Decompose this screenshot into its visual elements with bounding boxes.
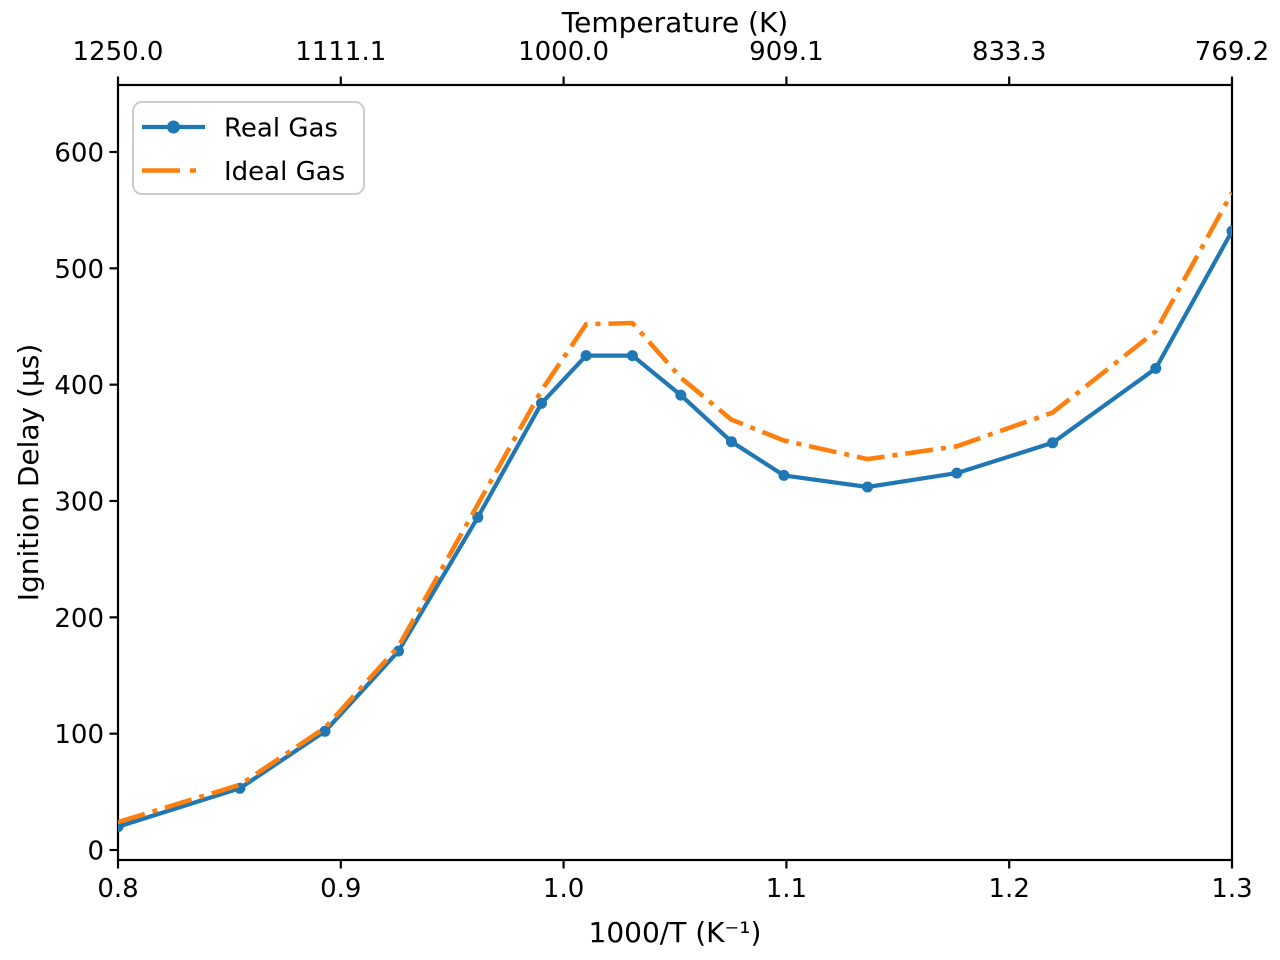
top-tick-label: 909.1 xyxy=(749,37,823,67)
y-tick-label: 200 xyxy=(54,604,104,634)
plot-border xyxy=(116,83,1234,862)
data-point-marker xyxy=(862,481,873,493)
legend: Real Gas Ideal Gas xyxy=(132,101,365,195)
data-point-marker xyxy=(319,725,331,737)
top-tick-label: 1111.1 xyxy=(295,37,386,67)
data-point-marker xyxy=(1150,362,1162,374)
data-point-marker xyxy=(536,397,547,409)
plot-region xyxy=(118,191,1232,833)
x-tick-label: 1.0 xyxy=(543,874,584,904)
legend-label: Ideal Gas xyxy=(224,157,345,187)
y-tick-label: 100 xyxy=(54,720,104,750)
data-point-marker xyxy=(1047,437,1059,449)
legend-sample-marker xyxy=(167,120,180,134)
legend-label: Real Gas xyxy=(224,114,338,144)
x-tick-label: 1.1 xyxy=(766,874,807,904)
top-axis-title: Temperature (K) xyxy=(561,6,788,39)
data-point-marker xyxy=(725,436,737,448)
data-point-marker xyxy=(472,511,484,523)
data-point-marker xyxy=(675,389,687,401)
data-point-marker xyxy=(393,645,404,657)
x-tick-label: 1.2 xyxy=(989,874,1030,904)
top-tick-label: 833.3 xyxy=(972,37,1046,67)
x-axis-title: 1000/T (K⁻¹) xyxy=(589,916,762,949)
ideal-gas-line xyxy=(118,191,1232,825)
y-tick-label: 400 xyxy=(54,371,104,401)
data-point-marker xyxy=(626,350,638,362)
data-point-marker xyxy=(778,469,790,481)
y-tick-label: 600 xyxy=(54,139,104,169)
top-tick-label: 1250.0 xyxy=(73,37,164,67)
y-axis-title: Ignition Delay (μs) xyxy=(12,344,45,602)
x-tick-label: 0.9 xyxy=(320,874,361,904)
real-gas-line xyxy=(118,230,1232,829)
top-tick-label: 1000.0 xyxy=(518,37,609,67)
y-tick-label: 0 xyxy=(87,836,104,866)
y-tick-label: 500 xyxy=(54,255,104,285)
top-tick-label: 769.2 xyxy=(1195,37,1269,67)
x-tick-label: 0.8 xyxy=(97,874,138,904)
data-point-marker xyxy=(1226,225,1232,237)
data-point-marker xyxy=(951,467,963,479)
data-point-marker xyxy=(580,350,592,362)
y-tick-label: 300 xyxy=(54,488,104,518)
x-tick-label: 1.3 xyxy=(1211,874,1252,904)
